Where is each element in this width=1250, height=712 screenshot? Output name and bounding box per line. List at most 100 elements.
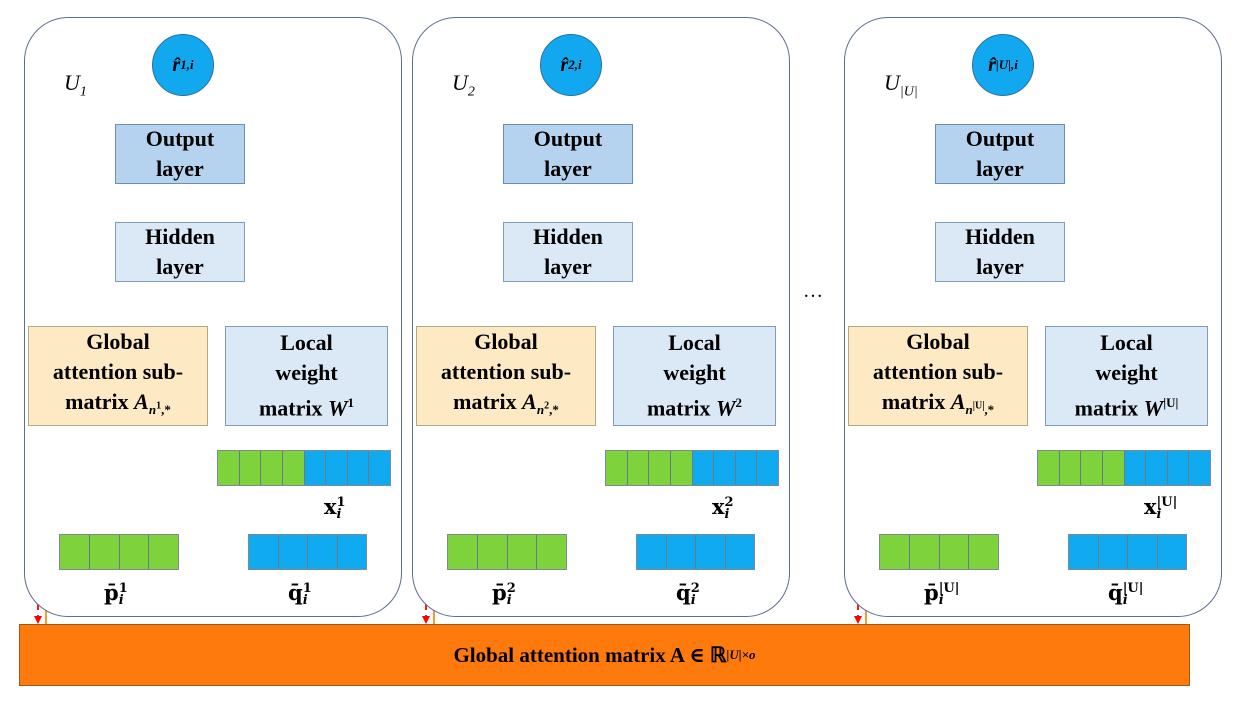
hidden-layer-2: Hidden layer — [503, 222, 633, 282]
global-submatrix-text: Global attention sub-matrix An1,* — [53, 327, 183, 425]
submatrix-symbol: A — [950, 388, 966, 414]
local-line-3-text: matrix — [1074, 395, 1144, 421]
hidden-layer-line-1: Hidden — [145, 224, 215, 249]
x-green-cell — [261, 451, 283, 485]
global-line-1: Global — [906, 328, 970, 354]
p-cell — [149, 535, 178, 569]
item-vector-q-2 — [636, 534, 755, 570]
predicted-rating-node-1: r̂ 1,i — [152, 34, 214, 96]
x-blue-cell — [1167, 451, 1190, 485]
p-cell — [477, 535, 508, 569]
local-line-1: Local — [668, 330, 721, 356]
output-layer-text: Output layer — [534, 124, 602, 184]
local-line-3-text: matrix — [258, 395, 328, 421]
global-line-1: Global — [474, 328, 538, 354]
item-vector-q-u — [1068, 534, 1187, 570]
q-cell — [308, 535, 338, 569]
p-cell — [60, 535, 90, 569]
concatenated-vector-x-1 — [217, 450, 391, 486]
user-vector-p-u — [879, 534, 999, 570]
local-matrix-user: |U| — [1163, 395, 1179, 411]
x-blue-cell — [369, 451, 390, 485]
rating-index: 1,i — [180, 57, 194, 72]
rating-index: |U|,i — [995, 57, 1018, 72]
global-matrix-dim: |U|×o — [726, 647, 756, 662]
hidden-layer-text: Hidden layer — [533, 222, 603, 282]
global-submatrix-text: Global attention sub-matrix An|U|,* — [873, 327, 1003, 425]
p-label-u: p̄ |U| i — [924, 580, 959, 607]
local-weight-matrix-u: Local weight matrix W|U| — [1045, 326, 1208, 426]
predicted-rating-node-u: r̂ |U|,i — [972, 34, 1034, 96]
x-green-cell — [670, 451, 693, 485]
global-attention-matrix-bar: Global attention matrix A ∈ ℝ |U|×o — [19, 624, 1190, 686]
submatrix-index-n: n — [148, 402, 157, 418]
p-cell — [880, 535, 910, 569]
x-blue-cell — [714, 451, 736, 485]
user-panel-2 — [412, 17, 790, 617]
p-cell — [89, 535, 120, 569]
output-layer-text: Output layer — [146, 124, 214, 184]
output-layer-line-1: Output — [965, 126, 1035, 151]
global-line-3-text: matrix — [453, 388, 523, 414]
x-green-cell — [1038, 451, 1060, 485]
rating-symbol: r̂ — [560, 53, 569, 76]
p-subscript: i — [938, 592, 944, 608]
submatrix-index: n|U|,* — [966, 401, 995, 418]
x-blue-cell — [1124, 451, 1147, 485]
p-superscript: 1 — [118, 580, 128, 596]
x-symbol: x — [324, 494, 337, 519]
x-subscript: i — [336, 506, 342, 522]
hidden-layer-line-2: layer — [156, 254, 204, 279]
x-green-cell — [1059, 451, 1082, 485]
local-matrix-symbol: W — [327, 395, 348, 421]
p-label-1: p̄ 1 i — [104, 580, 128, 607]
q-superscript: 1 — [302, 580, 312, 596]
local-matrix-symbol: W — [715, 395, 736, 421]
local-matrix-symbol: W — [1143, 395, 1164, 421]
submatrix-index-user: 2 — [544, 400, 550, 412]
user-label-2: U2 — [452, 70, 475, 100]
x-symbol: x — [712, 494, 725, 519]
hidden-layer-line-2: layer — [976, 254, 1024, 279]
global-attention-submatrix-1: Global attention sub-matrix An1,* — [28, 326, 208, 426]
q-cell — [249, 535, 279, 569]
global-attention-submatrix-u: Global attention sub-matrix An|U|,* — [848, 326, 1028, 426]
output-layer-line-2: layer — [156, 156, 204, 181]
user-label-letter: U — [452, 70, 468, 95]
rating-symbol: r̂ — [172, 53, 181, 76]
p-subscript: i — [506, 592, 512, 608]
p-symbol: p̄ — [492, 580, 507, 605]
x-superscript: 2 — [724, 494, 734, 510]
x-subscript: i — [1156, 506, 1162, 522]
p-cell — [939, 535, 970, 569]
q-subscript: i — [690, 592, 696, 608]
x-green-cell — [218, 451, 240, 485]
submatrix-index-n: n — [536, 402, 545, 418]
submatrix-symbol: A — [522, 388, 537, 414]
x-blue-cell — [735, 451, 758, 485]
p-subscript: i — [118, 592, 124, 608]
x-blue-cell — [304, 451, 327, 485]
x-blue-cell — [1189, 451, 1210, 485]
output-layer-line-2: layer — [544, 156, 592, 181]
user-label-u: U|U| — [884, 70, 918, 100]
rating-symbol: r̂ — [988, 53, 996, 76]
output-layer-2: Output layer — [503, 124, 633, 184]
q-cell — [637, 535, 667, 569]
output-layer-u: Output layer — [935, 124, 1065, 184]
q-cell — [1128, 535, 1158, 569]
output-layer-line-1: Output — [145, 126, 215, 151]
user-label-index: |U| — [899, 84, 918, 100]
p-cell — [969, 535, 998, 569]
output-layer-line-1: Output — [533, 126, 603, 151]
x-superscript: |U| — [1156, 494, 1178, 510]
hidden-layer-1: Hidden layer — [115, 222, 245, 282]
global-line-3-text: matrix — [65, 388, 135, 414]
q-symbol: q̄ — [676, 580, 691, 605]
user-vector-p-1 — [59, 534, 179, 570]
user-label-1: U1 — [64, 70, 87, 100]
hidden-layer-line-2: layer — [544, 254, 592, 279]
x-blue-cell — [1146, 451, 1168, 485]
submatrix-index-tail: ,* — [984, 402, 995, 418]
